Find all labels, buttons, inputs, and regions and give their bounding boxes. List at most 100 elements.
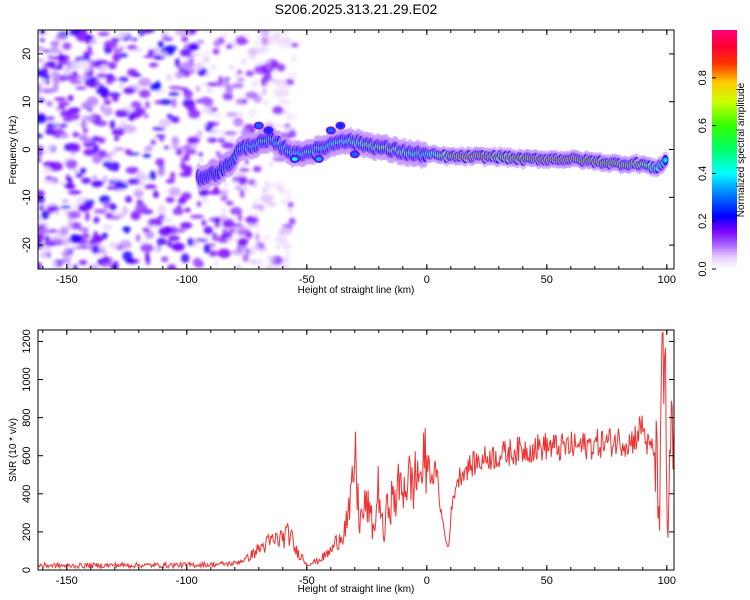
spectrogram-noise-blob [157, 40, 164, 49]
spectrogram-noise-blob [237, 78, 245, 82]
spectrogram-noise-blob [130, 101, 142, 110]
spectrogram-noise-blob [107, 92, 121, 97]
spectrogram-noise-blob [203, 243, 211, 254]
spectrogram-noise-blob [202, 123, 209, 127]
spectrogram-noise-blob [102, 156, 114, 162]
spectrogram-noise-blob [41, 67, 49, 76]
snr-y-tick-label: 400 [21, 485, 33, 503]
spectrogram-noise-blob [249, 259, 258, 264]
spectrogram-noise-blob [38, 114, 47, 124]
spectrogram-noise-blob [88, 114, 102, 123]
spectrogram-noise-blob [197, 158, 205, 163]
spectrogram-noise-blob [38, 233, 45, 242]
spectrogram-noise-blob [88, 263, 99, 269]
spectrogram-noise-blob [206, 87, 213, 94]
snr-frame [37, 329, 675, 571]
spectrogram-noise-blob [38, 158, 42, 163]
snr-y-tick-label: 800 [21, 408, 33, 426]
spectrogram-noise-blob [78, 75, 90, 81]
snr-x-tick-label: -150 [56, 575, 78, 587]
spectrogram-noise-blob [103, 201, 112, 209]
spectrogram-noise-blob [252, 245, 258, 250]
spectrogram-noise-blob [262, 186, 270, 192]
spectrogram-noise-blob [256, 224, 261, 229]
spectrogram-noise-blob [127, 178, 140, 185]
spectrogram-noise-blob [266, 40, 278, 46]
spectrogram-noise-blob [266, 202, 277, 207]
spectrogram-noise-blob [126, 44, 138, 50]
spectrogram-noise-blob [166, 240, 173, 248]
spectrogram-noise-blob [229, 223, 244, 228]
spectrogram-noise-blob [256, 259, 263, 265]
spectrogram-x-tick-label: 0 [424, 274, 430, 286]
spectrogram-noise-blob [201, 82, 207, 87]
spectrogram-noise-blob [44, 226, 50, 230]
spectrogram-noise-blob [129, 112, 135, 122]
spectrogram-noise-blob [40, 242, 45, 250]
spectrogram-noise-blob [188, 109, 201, 119]
spectrogram-noise-blob [88, 240, 96, 245]
spectrogram-noise-blob [38, 142, 41, 147]
spectrogram-noise-blob [264, 60, 272, 65]
spectrogram-noise-blob [186, 136, 200, 145]
spectrogram-noise-blob [229, 136, 236, 141]
spectrogram-noise-blob [268, 194, 275, 200]
spectrogram-noise-blob [168, 86, 182, 90]
spectrogram-noise-blob [287, 37, 292, 43]
spectrogram-x-ticks: -150 -100 -50 0 50 100 [42, 30, 676, 286]
snr-panel: -150 -100 -50 0 50 100 020040060080010001200 … [8, 329, 676, 595]
spectrogram-noise-blob [67, 210, 81, 219]
spectrogram-noise-blob [60, 205, 72, 209]
spectrogram-ridge-blob-core [315, 157, 322, 162]
spectrogram-noise-blob [188, 44, 198, 51]
colorbar-tick-label: 0.6 [697, 118, 709, 133]
spectrogram-noise-blob [196, 200, 202, 208]
spectrogram-noise-blob [153, 55, 163, 60]
spectrogram-noise-blob [291, 58, 295, 62]
spectrogram-noise-blob [248, 56, 255, 60]
spectrogram-noise-blob [77, 203, 90, 212]
spectrogram-noise-blob [286, 195, 292, 199]
spectrogram-noise-blob [211, 232, 218, 242]
spectrogram-noise-blob [202, 57, 210, 63]
spectrogram-ridge-blob-core [255, 123, 262, 128]
spectrogram-noise-blob [78, 33, 86, 43]
spectrogram-noise-blob [208, 190, 222, 195]
spectrogram-noise-blob [45, 116, 55, 121]
spectrogram-noise-blob [165, 178, 176, 184]
spectrogram-ridge-blob-core [337, 123, 344, 128]
spectrogram-noise-blob [148, 224, 158, 229]
spectrogram-y-ticks: -20 -10 0 10 20 [21, 48, 674, 253]
spectrogram-noise-blob [181, 35, 189, 43]
spectrogram-noise-blob [117, 188, 126, 193]
spectrogram-noise-blob [284, 78, 295, 86]
spectrogram-noise-blob [183, 165, 193, 174]
spectrogram-noise-blob [167, 92, 180, 96]
spectrogram-noise-blob [44, 235, 50, 242]
spectrogram-noise-blob [245, 231, 253, 239]
spectrogram-noise-blob [212, 48, 220, 55]
spectrogram-noise-blob [228, 65, 235, 70]
spectrogram-noise-blob [45, 61, 57, 68]
spectrogram-noise-blob [41, 88, 55, 94]
spectrogram-x-tick-label: -100 [176, 274, 198, 286]
spectrogram-noise-blob [124, 195, 133, 203]
spectrogram-ridge-blob-core [291, 157, 298, 162]
spectrogram-y-tick-label: 0 [21, 146, 33, 152]
spectrogram-noise-blob [214, 257, 219, 268]
spectrogram-noise-blob [287, 209, 293, 214]
spectrogram-noise-blob [62, 75, 77, 81]
spectrogram-noise-blob [190, 214, 204, 219]
spectrogram-noise-blob [125, 258, 137, 264]
spectrogram-noise-blob [255, 61, 261, 66]
spectrogram-noise-blob [113, 48, 124, 53]
spectrogram-noise-blob [190, 68, 195, 74]
spectrogram-noise-blob [102, 232, 108, 240]
spectrogram-noise-blob [236, 265, 241, 269]
snr-y-tick-label: 200 [21, 523, 33, 541]
spectrogram-noise-blob [92, 144, 100, 153]
spectrogram-noise-blob [282, 242, 292, 250]
spectrogram-noise-blob [163, 145, 170, 150]
spectrogram-noise-blob [159, 135, 164, 142]
